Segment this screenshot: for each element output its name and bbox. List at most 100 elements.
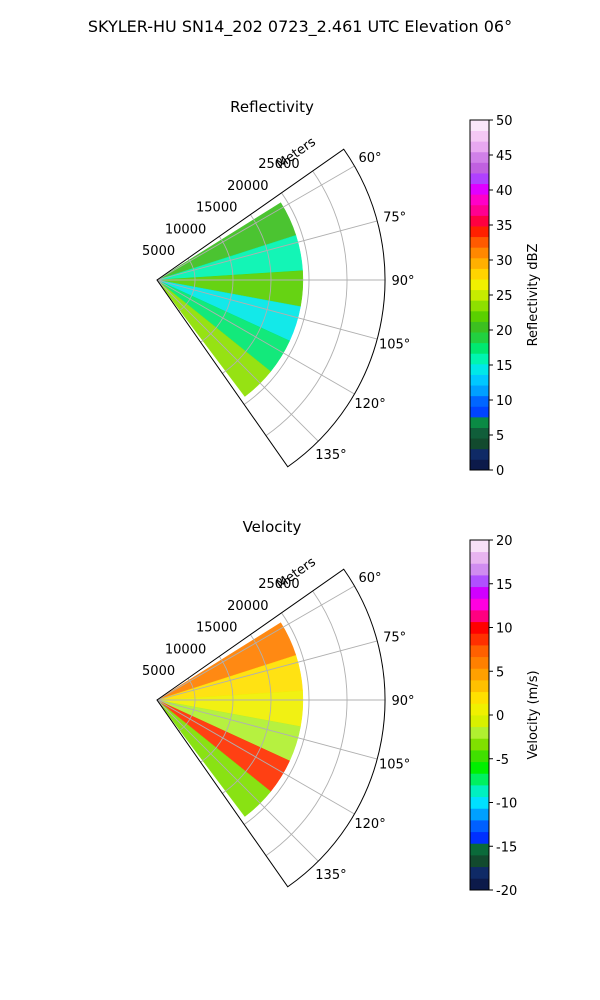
radial-tick-label: 5000 <box>142 244 175 259</box>
colorbar-swatch <box>470 598 489 611</box>
colorbar-swatch <box>470 194 489 206</box>
angle-tick-label: 135° <box>315 448 346 463</box>
angle-tick-label: 120° <box>354 817 385 832</box>
colorbar-tick-label: 15 <box>496 578 513 593</box>
panel-reflectivity: Reflectivity60°75°90°105°120°135°5000100… <box>142 98 541 479</box>
colorbar-tick-label: 0 <box>496 709 504 724</box>
radial-tick-label: 15000 <box>196 201 237 216</box>
colorbar-swatch <box>470 151 489 163</box>
colorbar-tick-label: 15 <box>496 359 513 374</box>
colorbar-tick-label: 45 <box>496 149 513 164</box>
colorbar-swatch <box>470 353 489 365</box>
angle-tick-label: 60° <box>359 571 382 586</box>
colorbar-tick-label: -10 <box>496 797 517 812</box>
colorbar-swatch <box>470 438 489 450</box>
colorbar-tick-label: 5 <box>496 429 504 444</box>
radial-tick-label: 10000 <box>165 222 206 237</box>
colorbar-swatch <box>470 866 489 879</box>
colorbar-swatch <box>470 130 489 142</box>
colorbar-swatch <box>470 551 489 564</box>
radial-tick-label: 25000 <box>258 577 299 592</box>
colorbar-swatch <box>470 257 489 269</box>
colorbar-swatch <box>470 831 489 844</box>
colorbar-swatch <box>470 855 489 868</box>
colorbar-swatch <box>470 321 489 333</box>
panel-velocity: Velocity 60° 75° 90° 105° 120° 135° 5000 10000 15… <box>142 518 541 899</box>
radial-tick-label: 10000 <box>165 642 206 657</box>
range-ring <box>265 590 348 857</box>
colorbar-swatch <box>470 575 489 588</box>
colorbar-swatch <box>470 610 489 623</box>
colorbar-swatch <box>470 761 489 774</box>
colorbar-tick-label: -5 <box>496 753 509 768</box>
radial-tick-label: 15000 <box>196 621 237 636</box>
colorbar-swatch <box>470 820 489 833</box>
angle-tick-label: 60° <box>359 151 382 166</box>
colorbar-swatch <box>470 427 489 439</box>
colorbar-swatch <box>470 374 489 386</box>
angle-tick-label: 135° <box>315 868 346 883</box>
data-cell <box>156 699 272 817</box>
colorbar-swatch <box>470 586 489 599</box>
range-ring <box>243 192 310 405</box>
colorbar-swatch <box>470 183 489 195</box>
colorbar-swatch <box>470 236 489 248</box>
colorbar-tick-label: 5 <box>496 665 504 680</box>
colorbar-swatch <box>470 268 489 280</box>
colorbar-tick-label: 0 <box>496 464 504 479</box>
colorbar-swatch <box>470 540 489 553</box>
colorbar-tick-label: 25 <box>496 289 513 304</box>
radial-tick-label: 20000 <box>227 179 268 194</box>
colorbar-swatch <box>470 141 489 153</box>
colorbar-swatch <box>470 773 489 786</box>
colorbar-tick-label: 10 <box>496 394 513 409</box>
colorbar-swatch <box>470 680 489 693</box>
colorbar-swatch <box>470 363 489 375</box>
colorbar-tick-label: 35 <box>496 219 513 234</box>
colorbar-label: Velocity (m/s) <box>526 670 541 759</box>
colorbar-swatch <box>470 843 489 856</box>
colorbar-swatch <box>470 289 489 301</box>
colorbar-tick-label: 40 <box>496 184 513 199</box>
colorbar: 0 5 10 15 20 25 30 35 40 45 50 Reflectivity dBZ <box>469 114 541 479</box>
colorbar-swatch <box>470 204 489 216</box>
colorbar-swatch <box>470 173 489 185</box>
colorbar-tick-label: 20 <box>496 324 513 339</box>
colorbar-tick-label: 20 <box>496 534 513 549</box>
radial-tick-label: 25000 <box>258 157 299 172</box>
colorbar-swatch <box>470 215 489 227</box>
range-ring <box>200 236 234 343</box>
colorbar-swatch <box>470 162 489 174</box>
colorbar-label: Reflectivity dBZ <box>526 244 541 347</box>
colorbar-swatch <box>470 668 489 681</box>
colorbar-swatch <box>470 310 489 322</box>
colorbar-tick-label: 10 <box>496 622 513 637</box>
angle-tick-label: 105° <box>379 758 410 773</box>
colorbar-swatch <box>470 385 489 397</box>
colorbar-swatch <box>470 656 489 669</box>
colorbar-swatch <box>470 633 489 646</box>
range-ring <box>243 612 310 825</box>
colorbar-tick-label: 30 <box>496 254 513 269</box>
colorbar-swatch <box>470 395 489 407</box>
colorbar-swatch <box>470 448 489 460</box>
radial-tick-label: 5000 <box>142 664 175 679</box>
angle-tick-label: 75° <box>383 630 406 645</box>
angle-tick-label: 75° <box>383 210 406 225</box>
data-cell <box>156 279 272 397</box>
radial-tick-label: 20000 <box>227 599 268 614</box>
colorbar-swatch <box>470 563 489 576</box>
colorbar-swatch <box>470 342 489 354</box>
range-ring <box>222 214 272 374</box>
colorbar-swatch <box>470 715 489 728</box>
colorbar-swatch <box>470 406 489 418</box>
figure-title: SKYLER-HU SN14_202 0723_2.461 UTC Elevat… <box>88 17 512 37</box>
colorbar-swatch <box>470 621 489 634</box>
polar-frame <box>156 148 386 468</box>
panel-title: Reflectivity <box>230 98 314 116</box>
angle-tick-label: 120° <box>354 397 385 412</box>
colorbar-swatch <box>470 459 489 471</box>
range-ring <box>200 656 234 763</box>
colorbar-swatch <box>470 279 489 291</box>
